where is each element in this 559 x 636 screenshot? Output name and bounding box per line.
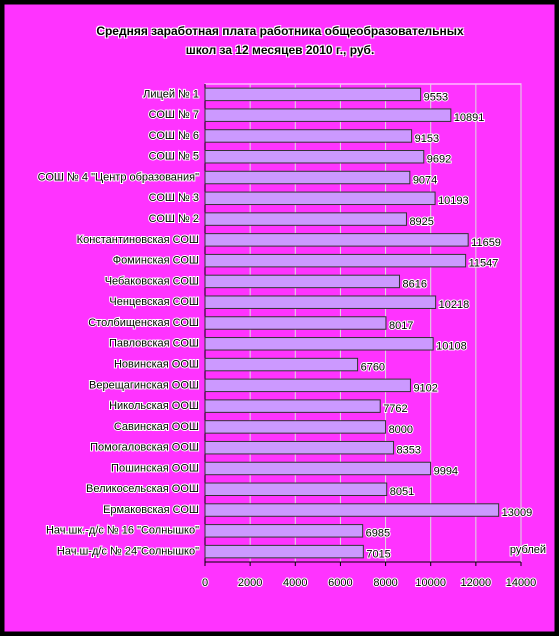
y-tick-label: Никольская ООШ <box>109 400 199 412</box>
bar <box>204 108 452 122</box>
y-tick-label: Великосельская ООШ <box>86 483 199 495</box>
x-tick-label: 2000 <box>238 577 262 589</box>
value-label: 9553 <box>424 91 448 103</box>
bar <box>204 253 467 268</box>
y-tick-label: Ченцевская СОШ <box>109 296 199 308</box>
y-tick-label: СОШ № 3 <box>149 192 199 204</box>
x-axis-label: рублей <box>510 544 546 556</box>
bar <box>204 170 411 185</box>
y-tick-label: Верещагинская ООШ <box>89 379 199 391</box>
value-label: 11659 <box>471 237 501 249</box>
bar <box>204 212 407 226</box>
y-tick-label: Помогаловская ООШ <box>90 442 199 454</box>
y-tick-label: Фоминская СОШ <box>113 255 199 267</box>
y-tick-label: Павловская СОШ <box>109 338 199 350</box>
value-label: 10108 <box>436 341 467 353</box>
x-tick-label: 4000 <box>283 577 307 589</box>
bar <box>204 87 422 102</box>
bar <box>204 233 469 247</box>
bar <box>204 129 413 143</box>
x-tick-label: 6000 <box>328 577 352 589</box>
y-tick-label: Лицей № 1 <box>143 88 199 100</box>
bar <box>204 544 364 559</box>
value-label: 8353 <box>397 445 421 457</box>
y-tick-label: Константиновская СОШ <box>77 234 199 246</box>
value-label: 9153 <box>415 133 439 145</box>
value-label: 11547 <box>469 258 499 270</box>
x-tick-label: 14000 <box>506 577 537 589</box>
value-label: 10891 <box>454 112 485 124</box>
y-tick-label: СОШ № 6 <box>149 130 199 142</box>
value-label: 8017 <box>389 320 413 332</box>
x-tick-label: 0 <box>202 577 208 589</box>
value-label: 9074 <box>413 174 437 186</box>
y-tick-label: СОШ № 4 "Центр образования" <box>38 171 199 183</box>
bar <box>204 337 434 351</box>
bar <box>204 378 411 393</box>
y-tick-label: Новинская ООШ <box>114 358 199 370</box>
bar <box>204 191 436 206</box>
bar <box>204 274 400 289</box>
y-tick-label: Нач.шк.-д/с № 16 "Солнышко" <box>46 525 199 537</box>
value-label: 7762 <box>383 403 407 415</box>
value-label: 6985 <box>366 528 390 540</box>
bar <box>204 524 364 538</box>
bar <box>204 503 500 517</box>
bar <box>204 150 425 164</box>
chart-title: Средняя заработная плата работника общео… <box>96 24 464 57</box>
y-tick-label: Ермаковская СОШ <box>103 504 199 516</box>
value-label: 8051 <box>390 486 414 498</box>
y-tick-label: Савинская ООШ <box>114 421 199 433</box>
x-tick-label: 12000 <box>461 577 492 589</box>
value-label: 6760 <box>361 361 385 373</box>
bar <box>204 399 381 413</box>
y-tick-label: Чебаковская СОШ <box>105 275 199 287</box>
y-tick-label: Нач.ш-д/с № 24"Солнышко" <box>57 546 199 558</box>
bar <box>204 440 395 455</box>
value-label: 10218 <box>439 299 470 311</box>
y-tick-label: Столбищенская СОШ <box>88 317 199 329</box>
bar <box>204 482 388 496</box>
value-label: 8925 <box>409 216 433 228</box>
value-label: 9102 <box>413 382 437 394</box>
bar <box>204 461 432 476</box>
value-label: 13009 <box>502 507 533 519</box>
bar <box>204 420 387 434</box>
value-label: 9692 <box>427 154 451 166</box>
y-tick-label: СОШ № 5 <box>149 151 199 163</box>
bar <box>204 316 387 330</box>
value-label: 8000 <box>389 424 413 436</box>
x-tick-label: 8000 <box>373 577 397 589</box>
value-label: 8616 <box>402 278 426 290</box>
bar <box>204 295 437 309</box>
value-label: 9994 <box>434 465 458 477</box>
value-label: 7015 <box>366 549 390 561</box>
bar <box>204 357 359 372</box>
y-tick-label: СОШ № 2 <box>149 213 199 225</box>
x-tick-label: 10000 <box>415 577 446 589</box>
y-tick-label: СОШ № 7 <box>149 109 199 121</box>
value-label: 10193 <box>438 195 469 207</box>
y-tick-label: Пошинская ООШ <box>111 462 199 474</box>
